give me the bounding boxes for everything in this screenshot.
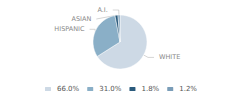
svg-text:1.2%: 1.2% xyxy=(179,85,197,93)
svg-text:WHITE: WHITE xyxy=(159,53,180,61)
svg-text:1.8%: 1.8% xyxy=(141,85,159,93)
svg-text:31.0%: 31.0% xyxy=(99,85,122,93)
svg-text:ASIAN: ASIAN xyxy=(71,15,91,23)
svg-text:HISPANIC: HISPANIC xyxy=(54,25,85,33)
svg-text:66.0%: 66.0% xyxy=(57,85,80,93)
svg-text:A.I.: A.I. xyxy=(97,6,107,14)
